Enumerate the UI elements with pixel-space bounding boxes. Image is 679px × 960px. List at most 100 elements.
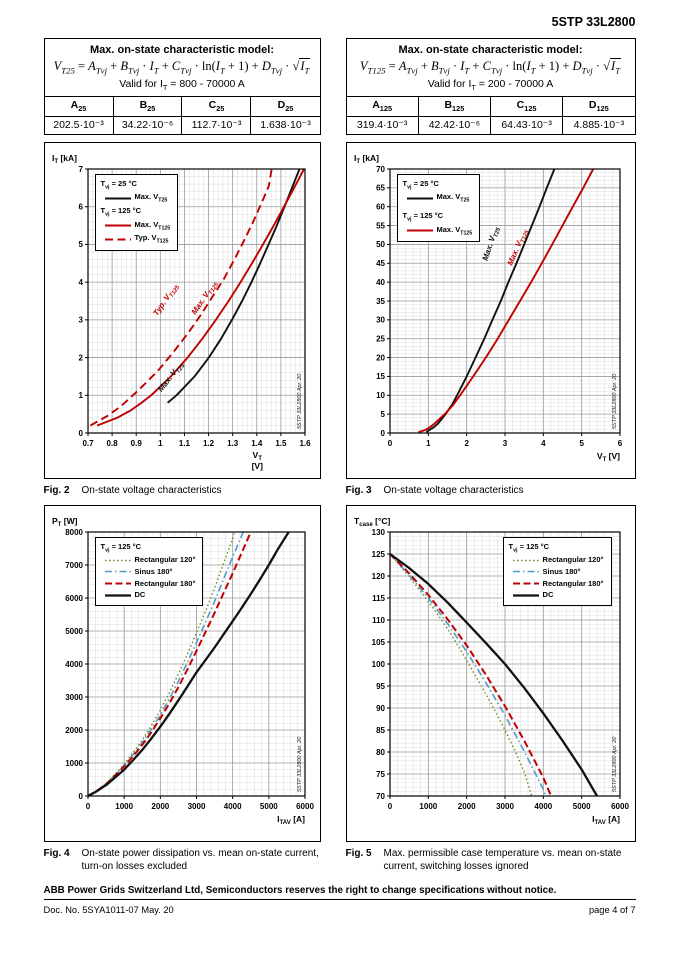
- y-tick-label: 100: [371, 659, 385, 668]
- y-tick-label: 0: [380, 428, 385, 437]
- y-tick-label: 5000: [65, 626, 83, 635]
- legend-entry: Tvj = 25 °C: [402, 178, 439, 191]
- figure-caption-text: On-state power dissipation vs. mean on-s…: [81, 847, 319, 872]
- chart-watermark: 5STP 33L2800 Apr. 20: [612, 372, 618, 428]
- legend-entry: Tvj = 125 °C: [100, 205, 142, 218]
- figure-3-box: 0 1 2 3 4 5 6 0 5 10 15 20 25 30 35 40 45 50 55 60 65 70 IT [k…: [345, 141, 636, 479]
- y-tick-label: 40: [376, 278, 385, 287]
- legend-swatch: [512, 593, 539, 597]
- x-axis-title: VT [V]: [596, 451, 619, 463]
- captions-row-top: Fig. 2 On-state voltage characteristics …: [44, 484, 636, 497]
- figure-2-caption: Fig. 2 On-state voltage characteristics: [44, 484, 321, 497]
- y-tick-label: 115: [372, 593, 385, 602]
- legend-swatch: [104, 238, 131, 240]
- y-tick-label: 2000: [65, 725, 83, 734]
- curve-label: Max. VT25: [480, 224, 502, 262]
- coef-header-c: C125: [489, 96, 563, 117]
- x-tick-label: 1000: [419, 802, 437, 811]
- y-tick-label: 6: [78, 202, 83, 211]
- legend-entry: Tvj = 125 °C: [100, 541, 142, 554]
- y-tick-label: 120: [371, 571, 385, 580]
- x-axis-title: VT: [252, 450, 262, 462]
- legend-swatch: [104, 570, 131, 573]
- y-tick-label: 110: [372, 615, 385, 624]
- coef-header-d: D25: [250, 96, 320, 117]
- legend-entry: Max. VT25: [101, 191, 171, 205]
- y-tick-label: 5: [380, 410, 385, 419]
- chart-series-line: [425, 168, 555, 433]
- page-title: 5STP 33L2800: [551, 15, 636, 29]
- captions-row-bottom: Fig. 4 On-state power dissipation vs. me…: [44, 847, 636, 873]
- x-axis-title: ITAV [A]: [277, 814, 305, 826]
- footer-meta: Doc. No. 5SYA1011-07 May. 20 page 4 of 7: [44, 905, 636, 915]
- legend-entry: Rectangular 180°: [509, 578, 604, 590]
- x-tick-label: 6000: [296, 802, 314, 811]
- legend-entry: Rectangular 120°: [509, 554, 604, 566]
- curve-label: Typ. VT125: [151, 281, 181, 318]
- coef-header-a: A125: [346, 96, 419, 117]
- footer-page-number: page 4 of 7: [588, 904, 636, 915]
- x-tick-label: 1.5: [275, 439, 287, 448]
- legend-entry: Sinus 180°: [101, 566, 196, 578]
- y-tick-label: 7000: [65, 560, 83, 569]
- x-tick-label: 0: [85, 802, 90, 811]
- figure-caption-text: On-state voltage characteristics: [81, 484, 222, 496]
- chart-watermark: 5STP 33L2800 Apr. 20: [297, 372, 303, 428]
- legend-entry: Tvj = 125 °C: [402, 210, 444, 223]
- x-tick-label: 1.3: [227, 439, 239, 448]
- legend-swatch: [104, 197, 131, 200]
- legend-swatch: [406, 197, 433, 200]
- figure-caption-label: Fig. 4: [43, 847, 70, 859]
- chart-series-line: [166, 168, 300, 404]
- y-tick-label: 5: [78, 240, 83, 249]
- model-formula: VT25 = ATvj + BTvj · IT + CTvj · ln(IT +…: [53, 58, 311, 76]
- chart-legend: Tvj = 125 °C Rectangular 120° Sinus 180° Re…: [502, 536, 612, 606]
- y-tick-label: 4000: [65, 659, 83, 668]
- footer-notice: ABB Power Grids Switzerland Ltd, Semicon…: [43, 885, 636, 900]
- chart-series-line: [388, 552, 598, 797]
- y-tick-label: 55: [376, 221, 385, 230]
- model-formula: VT125 = ATvj + BTvj · IT + CTvj · ln(IT …: [359, 58, 622, 76]
- legend-entry: DC: [101, 589, 196, 601]
- legend-entry: Rectangular 180°: [101, 578, 195, 590]
- x-tick-label: 0.7: [82, 439, 94, 448]
- figure-2-box: 0.7 0.8 0.9 1 1.1 1.2 1.3 1.4 1.5 1.6 0 1 2 3 4 5 6 7 IT […: [43, 141, 321, 479]
- x-tick-label: 0.9: [130, 439, 142, 448]
- x-tick-label: 1: [426, 439, 431, 448]
- model-box-125c: Max. on-state characteristic model: VT12…: [345, 38, 636, 135]
- chart-series-line: [86, 531, 252, 797]
- coef-header-b: B25: [112, 96, 182, 117]
- chart-watermark: 5STP 33L2800 Apr. 20: [297, 735, 303, 791]
- y-axis-title: IT [kA]: [52, 153, 77, 165]
- x-tick-label: 2: [464, 439, 469, 448]
- y-tick-label: 130: [371, 527, 385, 536]
- x-tick-label: 3: [502, 439, 507, 448]
- coef-value-c: 112.7·10⁻³: [181, 116, 251, 134]
- x-tick-label: 0: [387, 802, 392, 811]
- coef-value-a: 319.4·10⁻³: [356, 119, 408, 132]
- coef-header-a: A25: [44, 96, 113, 117]
- x-tick-label: 1.6: [299, 439, 311, 448]
- legend-swatch: [512, 559, 539, 561]
- x-tick-label: 6: [617, 439, 622, 448]
- y-tick-label: 7: [78, 164, 83, 173]
- figure-4-caption: Fig. 4 On-state power dissipation vs. me…: [44, 847, 321, 873]
- model-box-25c: Max. on-state characteristic model: VT25…: [43, 38, 321, 135]
- page-content: 5STP 33L2800 Max. on-state characteristi…: [43, 0, 636, 915]
- legend-entry: Sinus 180°: [509, 566, 604, 578]
- chart-series-line: [89, 168, 273, 427]
- y-tick-label: 6000: [65, 593, 83, 602]
- coef-value-d: 4.885·10⁻³: [562, 116, 635, 134]
- x-tick-label: 4000: [223, 802, 241, 811]
- model-coefficients-table: A125 B125 C125 D125 319.4·10⁻³ 42.42·10⁻…: [346, 95, 635, 134]
- y-tick-label: 0: [78, 428, 83, 437]
- coef-header-b: B125: [417, 96, 491, 117]
- x-tick-label: 4000: [534, 802, 552, 811]
- coef-value-a: 202.5·10⁻³: [53, 119, 104, 132]
- x-tick-label: 2000: [151, 802, 169, 811]
- figure-caption-label: Fig. 3: [345, 484, 372, 496]
- y-tick-label: 125: [371, 549, 385, 558]
- legend-swatch: [104, 593, 131, 597]
- x-axis-title: ITAV [A]: [592, 814, 620, 826]
